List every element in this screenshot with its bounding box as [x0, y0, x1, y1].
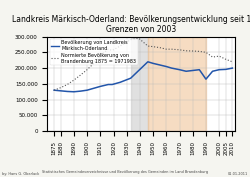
Text: Statistisches Gemeindeverzeichnisse und Bevölkerung des Gemeinden im Land Brande: Statistisches Gemeindeverzeichnisse und …	[42, 170, 208, 174]
Title: Landkreis Märkisch-Oderland: Bevölkerungsentwicklung seit 1875 -
Grenzen von 200: Landkreis Märkisch-Oderland: Bevölkerung…	[12, 15, 250, 34]
Legend: Bevölkerung von Landkreis
Märkisch-Oderland, Normierte Bevölkerung von
Brandenbu: Bevölkerung von Landkreis Märkisch-Oderl…	[50, 39, 138, 65]
Bar	[148, 37, 206, 131]
Text: 01.01.2011: 01.01.2011	[227, 172, 248, 176]
Bar	[131, 37, 148, 131]
Text: by: Hans G. Oberlack: by: Hans G. Oberlack	[2, 172, 40, 176]
